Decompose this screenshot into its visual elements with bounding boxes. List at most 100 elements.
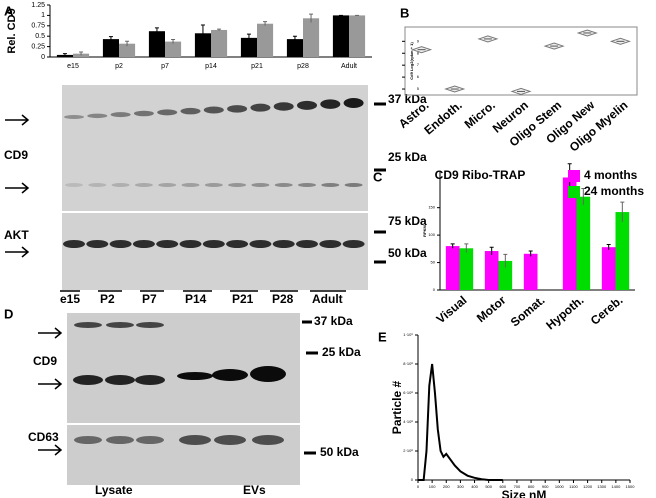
y-tick-label: 0.5 (35, 33, 45, 40)
y-axis-label: Particle # (390, 380, 404, 434)
bar (102, 39, 119, 57)
band (249, 240, 272, 248)
band (110, 112, 131, 118)
band (158, 183, 177, 187)
x-tick-label: 800 (528, 484, 535, 489)
protein-label: AKT (4, 228, 29, 242)
x-tick-label: p14 (205, 63, 217, 70)
band (344, 183, 363, 187)
error-bar (171, 39, 176, 44)
panel-letter: B (400, 5, 409, 20)
band (226, 240, 249, 248)
y-tick-label: 9 (417, 38, 420, 43)
band (252, 435, 284, 445)
x-tick-label: Adult (341, 63, 357, 70)
x-tick-label: 600 (499, 484, 506, 489)
y-tick-label: 8·10⁸ (403, 361, 413, 366)
band (251, 183, 270, 187)
arrow (5, 114, 30, 126)
panel-letter: A (4, 3, 14, 18)
lane-label: Adult (312, 292, 343, 306)
x-tick-label: p28 (297, 63, 309, 70)
legend-swatch (568, 186, 580, 198)
x-tick-label: 1000 (555, 484, 565, 489)
group-label: EVs (243, 483, 266, 497)
lane-label: P28 (272, 292, 294, 306)
x-tick-label: 700 (514, 484, 521, 489)
legend-label: 24 months (584, 184, 644, 198)
x-tick-label: 400 (471, 484, 478, 489)
bar (303, 18, 320, 57)
protein-label: CD9 (4, 148, 28, 162)
error-bar (263, 21, 268, 26)
band (297, 100, 317, 110)
band (64, 115, 84, 119)
panel-letter: E (378, 329, 387, 344)
marker-ticks (374, 102, 386, 264)
band (74, 436, 102, 444)
y-tick-label: 0 (411, 477, 414, 482)
band (181, 183, 200, 187)
bar (498, 260, 513, 290)
y-tick-label: 2·10⁸ (403, 448, 413, 453)
lane-label: e15 (60, 292, 80, 306)
band (87, 113, 108, 119)
marker-label: 50 kDa (388, 246, 427, 260)
y-tick-label: 0 (433, 287, 436, 292)
error-bar (450, 243, 455, 249)
y-tick-label: 1·10⁹ (403, 332, 413, 337)
error-bar (528, 250, 533, 257)
band (272, 240, 295, 248)
band (134, 183, 153, 187)
bar (459, 248, 474, 290)
error-bar (489, 246, 494, 255)
arrow (38, 444, 63, 456)
chart-title: CD9 Ribo-TRAP (435, 168, 526, 182)
x-tick-label: 200 (443, 484, 450, 489)
band (65, 183, 83, 187)
band (136, 436, 164, 444)
y-tick-label: 0.25 (31, 43, 45, 50)
lane-label: P2 (100, 292, 115, 306)
error-bar (125, 40, 130, 47)
bar (445, 246, 460, 290)
band (343, 98, 364, 108)
plot-frame (404, 26, 638, 96)
x-tick-label: 1100 (569, 484, 578, 489)
band (228, 183, 247, 187)
band (274, 183, 293, 187)
bar (165, 41, 182, 57)
lane-label: P7 (142, 292, 157, 306)
band (342, 240, 365, 248)
x-tick-label: p2 (115, 63, 123, 70)
bar (576, 196, 591, 290)
x-tick-label: 1500 (626, 484, 636, 489)
bar (562, 177, 577, 290)
band (203, 106, 224, 114)
bar (484, 251, 499, 290)
marker-ticks (302, 320, 318, 455)
error-bar (292, 35, 297, 43)
arrow (5, 246, 30, 258)
band (296, 240, 318, 248)
marker-label: 25 kDa (388, 150, 427, 164)
y-tick-label: 150 (428, 205, 435, 210)
error-bar (606, 243, 611, 250)
y-tick-label: 5 (417, 86, 420, 91)
error-bar (246, 33, 251, 42)
lane-label: P14 (185, 292, 207, 306)
bar (286, 39, 303, 57)
bar (332, 15, 349, 57)
band (133, 110, 154, 117)
band (227, 105, 248, 113)
band (321, 183, 340, 187)
band (106, 436, 134, 444)
band (157, 109, 178, 116)
bar (194, 33, 211, 57)
x-tick-label: 1300 (597, 484, 607, 489)
band (179, 240, 202, 248)
lane-label: P21 (232, 292, 254, 306)
error-bar (581, 187, 586, 205)
